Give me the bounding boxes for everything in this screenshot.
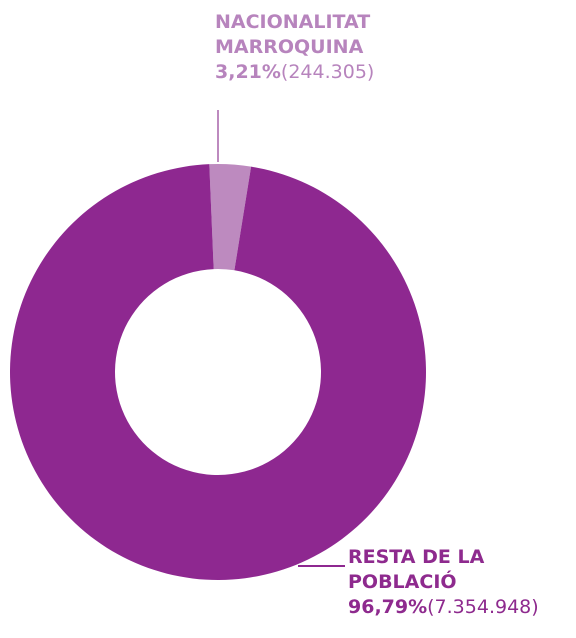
count-label: (7.354.948)	[427, 596, 539, 618]
donut-slice	[9, 164, 426, 581]
count-label: (244.305)	[280, 61, 375, 83]
value-label: 3,21%	[215, 61, 281, 83]
value-label: 96,79%	[348, 596, 428, 618]
donut-slice	[209, 164, 252, 271]
slice-label: RESTA DE LA POBLACIÓ 96,79%(7.354.948)	[348, 545, 539, 620]
slice-label: NACIONALITAT MARROQUINA 3,21%(244.305)	[215, 10, 415, 85]
category-label: RESTA DE LA POBLACIÓ	[348, 546, 485, 593]
category-label: NACIONALITAT MARROQUINA	[215, 11, 371, 58]
